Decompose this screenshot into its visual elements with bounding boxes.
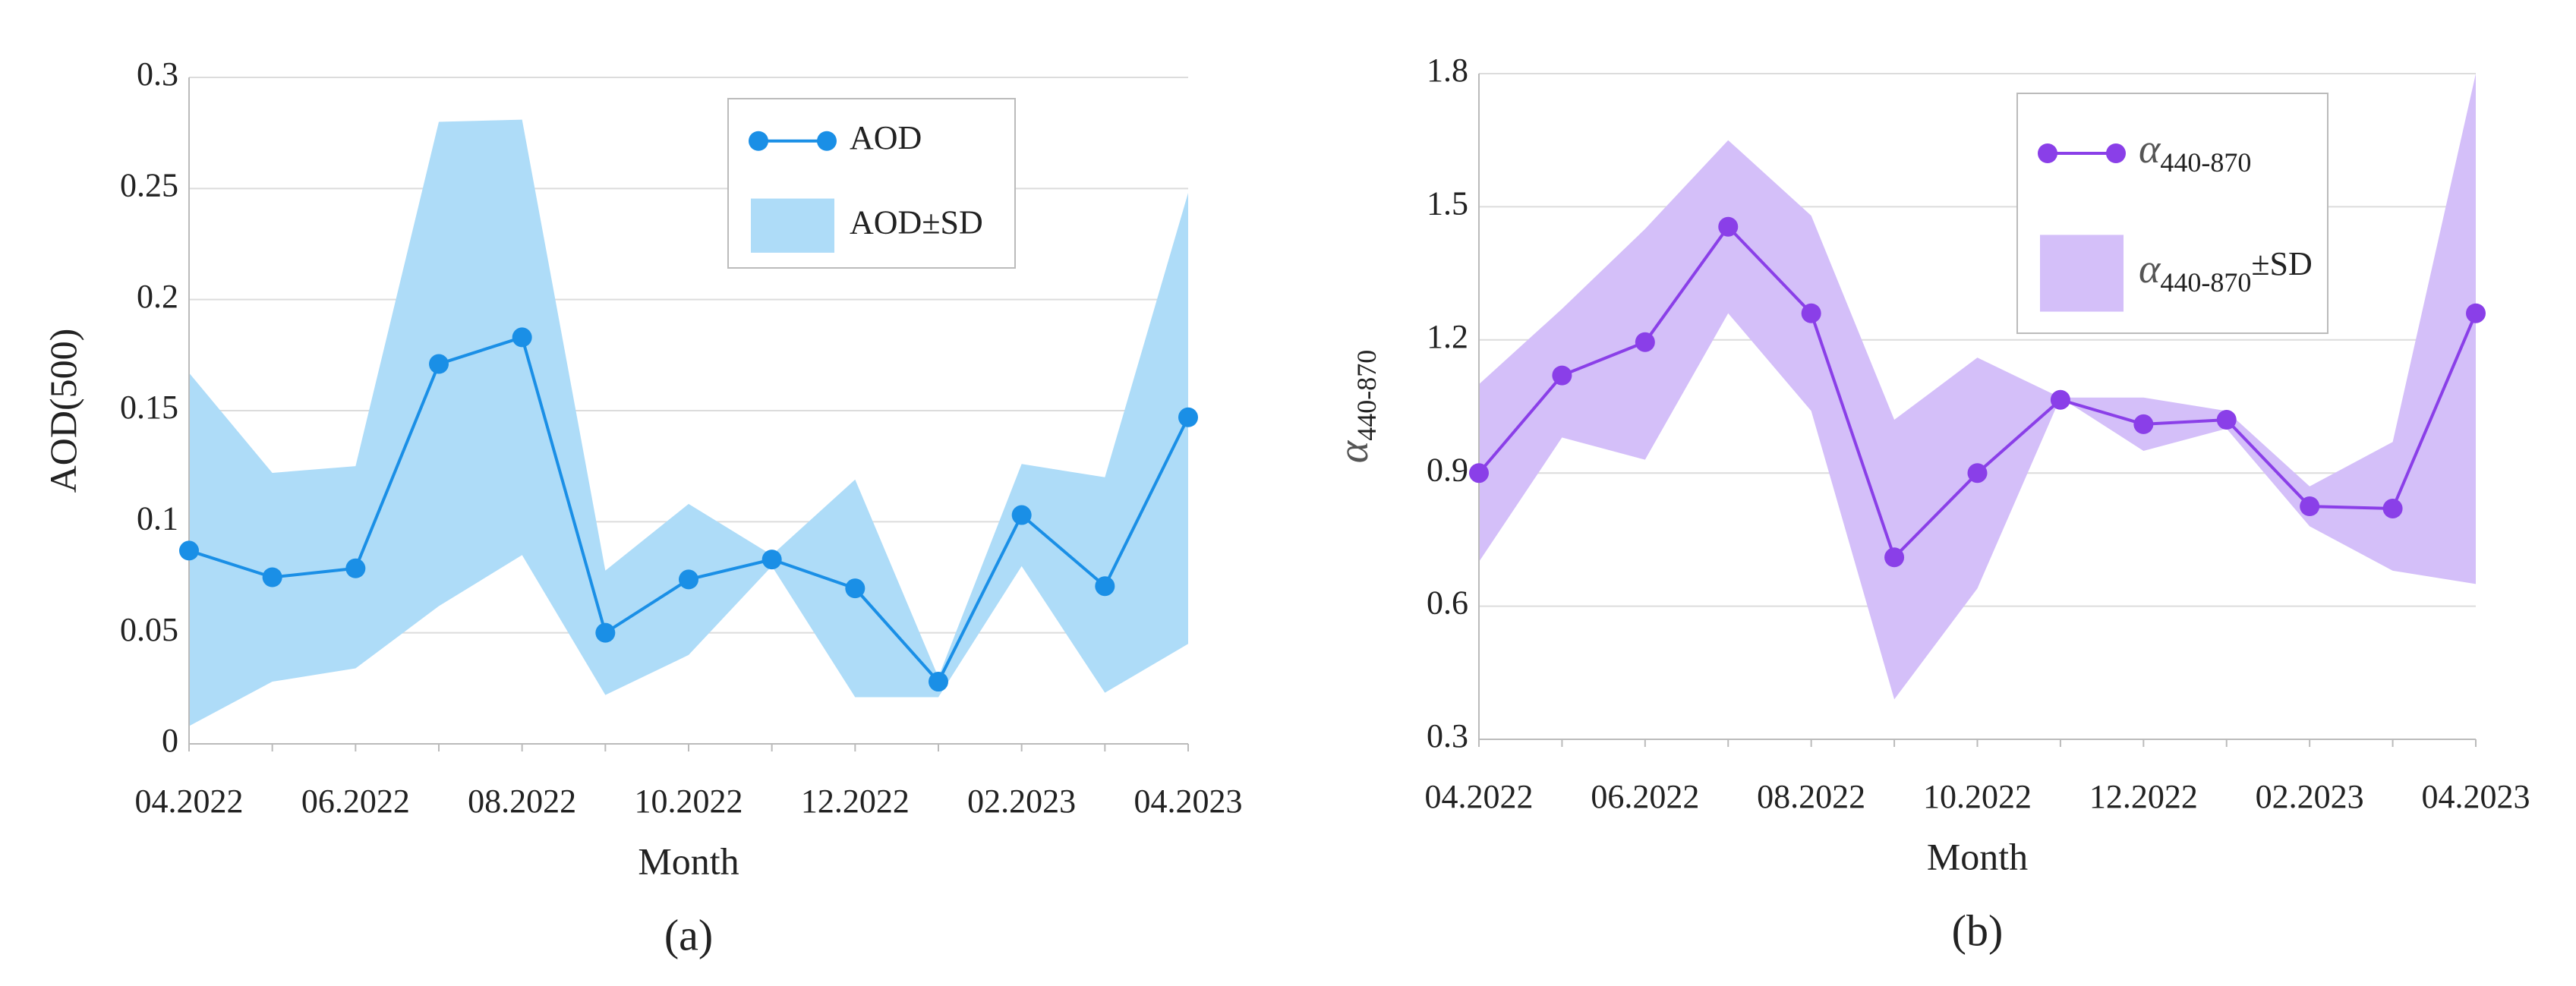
legend-label-suffix: ±SD xyxy=(2251,245,2312,282)
y-tick-label: 0.05 xyxy=(120,611,178,648)
data-point xyxy=(1884,547,1905,568)
legend-label: α440-870±SD xyxy=(2139,245,2313,298)
y-tick-label: 0.25 xyxy=(120,166,178,203)
legend-label: AOD xyxy=(850,119,922,156)
data-point xyxy=(1469,463,1489,484)
panel-label: (a) xyxy=(664,910,713,959)
data-point xyxy=(2133,414,2154,434)
legend-label-main: AOD xyxy=(850,119,922,156)
x-tick-label: 08.2022 xyxy=(468,783,576,820)
y-tick-label: 0 xyxy=(162,722,178,759)
x-tick-label: 12.2022 xyxy=(801,783,910,820)
legend-marker xyxy=(2038,143,2057,163)
legend-label-main: α xyxy=(2139,246,2161,291)
data-point xyxy=(1178,407,1198,427)
legend-label-main: AOD xyxy=(850,203,922,241)
y-tick-label: 0.2 xyxy=(137,278,178,315)
legend-marker xyxy=(749,131,768,151)
data-point xyxy=(1635,332,1655,352)
y-axis-label-sub: 440-870 xyxy=(1351,350,1382,441)
y-tick-label: 1.8 xyxy=(1427,52,1468,89)
data-point xyxy=(2050,389,2070,410)
y-axis-label-main: α xyxy=(1330,439,1377,463)
x-tick-label: 04.2023 xyxy=(1134,783,1243,820)
legend-swatch xyxy=(751,198,834,253)
x-tick-label: 04.2022 xyxy=(1425,778,1534,815)
data-point xyxy=(761,550,782,570)
data-point xyxy=(345,558,366,578)
data-point xyxy=(1011,505,1032,525)
legend-marker xyxy=(2106,143,2126,163)
x-tick-label: 06.2022 xyxy=(1591,778,1699,815)
data-point xyxy=(1552,365,1572,386)
data-point xyxy=(845,578,865,599)
x-axis-label: Month xyxy=(638,840,739,882)
x-tick-label: 08.2022 xyxy=(1757,778,1865,815)
x-tick-label: 10.2022 xyxy=(1923,778,2032,815)
data-point xyxy=(1718,216,1739,237)
data-point xyxy=(679,569,698,590)
y-axis-label-main: AOD(500) xyxy=(42,329,84,493)
y-axis-label: α440-870 xyxy=(1330,350,1382,463)
y-tick-label: 0.3 xyxy=(137,55,178,93)
data-point xyxy=(179,540,199,561)
legend-marker xyxy=(817,131,837,151)
panel-label: (b) xyxy=(1952,906,2004,955)
x-tick-label: 02.2023 xyxy=(2256,778,2364,815)
x-tick-label: 10.2022 xyxy=(635,783,743,820)
data-point xyxy=(512,327,532,348)
y-tick-label: 1.5 xyxy=(1427,184,1468,222)
legend-label-sub: 440-870 xyxy=(2160,267,2251,298)
y-tick-label: 0.15 xyxy=(120,389,178,426)
data-point xyxy=(2382,498,2403,518)
legend-label: AOD±SD xyxy=(850,203,983,241)
data-point xyxy=(2216,410,2237,430)
x-axis-label: Month xyxy=(1927,835,2028,877)
y-tick-label: 0.6 xyxy=(1427,584,1468,622)
y-tick-label: 0.1 xyxy=(137,499,178,537)
x-tick-label: 06.2022 xyxy=(301,783,410,820)
legend-swatch xyxy=(2040,235,2124,312)
data-point xyxy=(2466,303,2486,323)
y-tick-label: 1.2 xyxy=(1427,318,1468,355)
data-point xyxy=(2300,496,2320,517)
legend-label-suffix: ±SD xyxy=(922,203,982,241)
legend-label: α440-870 xyxy=(2139,126,2251,178)
data-point xyxy=(429,354,449,374)
data-point xyxy=(929,672,948,692)
x-tick-label: 04.2023 xyxy=(2422,778,2530,815)
chart-panel: 0 0.05 0.1 0.15 0.2 0.25 0.3 04.2022 06.2022 08.2… xyxy=(42,55,1242,959)
data-point xyxy=(262,567,282,588)
data-point xyxy=(1967,463,1988,484)
data-point xyxy=(595,622,616,643)
x-tick-label: 02.2023 xyxy=(967,783,1076,820)
sd-band xyxy=(189,119,1188,726)
data-point xyxy=(1095,576,1115,597)
chart-panel: 0.3 0.6 0.9 1.2 1.5 1.8 04.2022 06.2022 08.2022 1… xyxy=(1330,52,2530,955)
y-axis-label: AOD(500) xyxy=(42,329,84,493)
x-tick-label: 04.2022 xyxy=(135,783,244,820)
legend-label-sub: 440-870 xyxy=(2160,147,2251,178)
data-point xyxy=(1801,303,1821,323)
legend-label-main: α xyxy=(2139,126,2161,172)
x-tick-label: 12.2022 xyxy=(2089,778,2198,815)
y-tick-label: 0.3 xyxy=(1427,717,1468,754)
y-tick-label: 0.9 xyxy=(1427,451,1468,488)
